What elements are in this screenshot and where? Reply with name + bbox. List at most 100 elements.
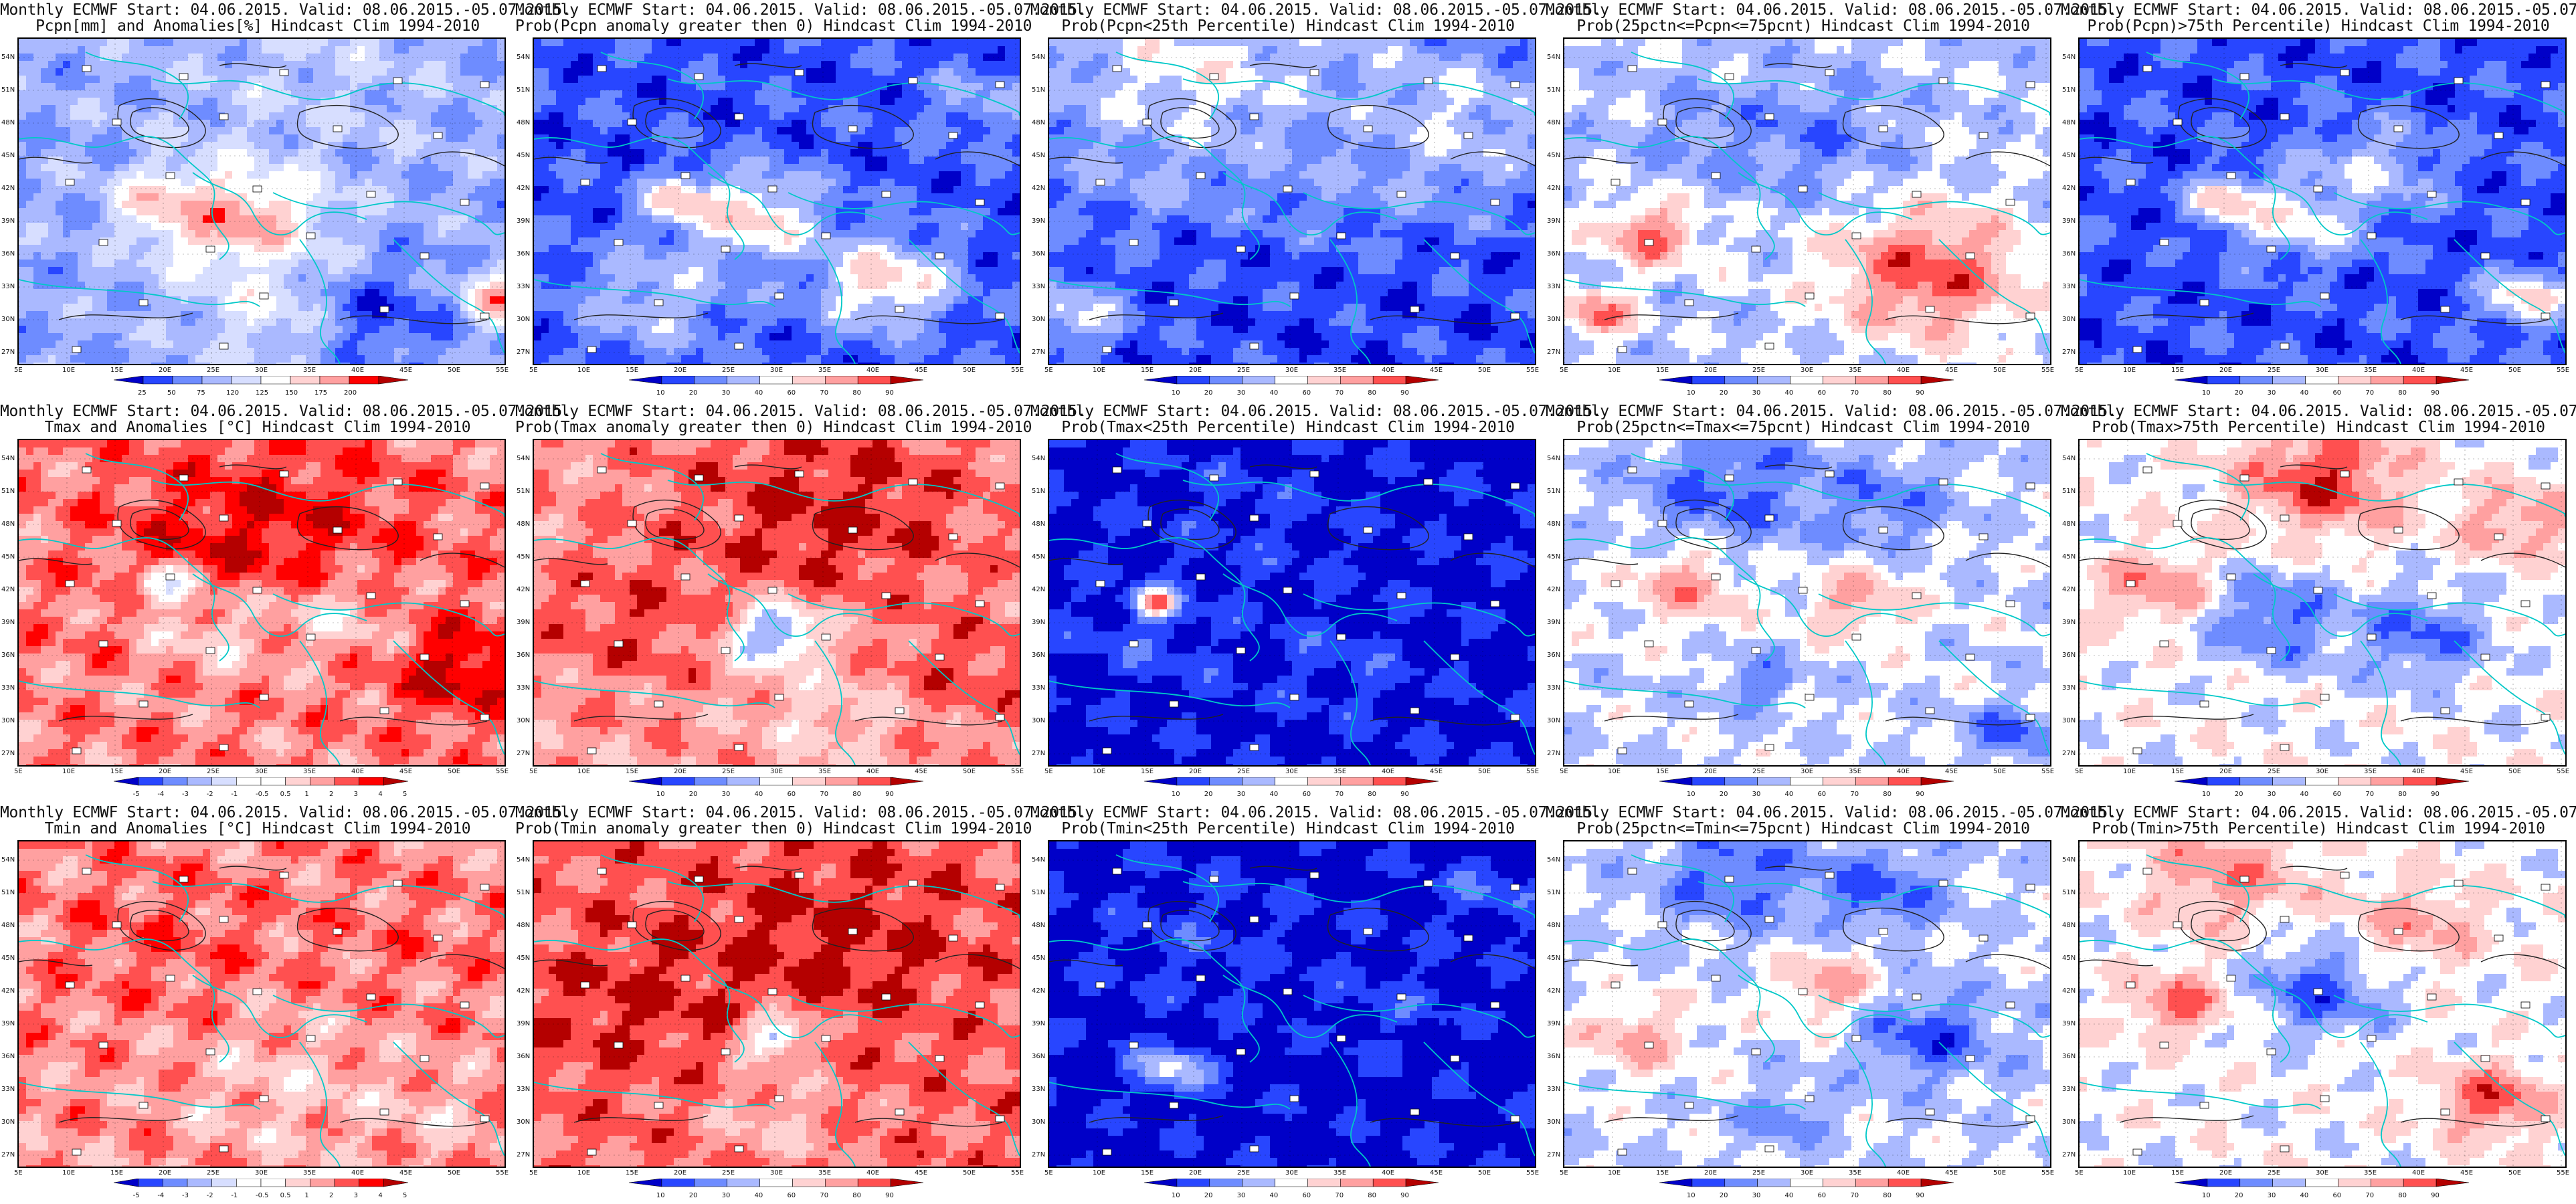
lon-label: 30E <box>1285 768 1298 775</box>
lon-label: 35E <box>1333 768 1346 775</box>
map-area <box>1563 37 2051 365</box>
map-panel-tmax-prob-gt0: Monthly ECMWF Start: 04.06.2015. Valid: … <box>515 401 1087 803</box>
colorbar-label: 60 <box>1817 389 1826 397</box>
lon-label: 25E <box>1752 768 1765 775</box>
colorbar-label: 30 <box>722 389 731 397</box>
lat-label: 36N <box>2062 250 2076 258</box>
panel-title-line2: Prob(Tmin anomaly greater then 0) Hindca… <box>515 820 1032 837</box>
lat-label: 45N <box>1 553 15 561</box>
lat-label: 30N <box>2062 717 2076 724</box>
colorbar-label: 70 <box>820 791 828 798</box>
colorbar-label: 90 <box>885 791 894 798</box>
map-field <box>534 39 1020 364</box>
map-panel-tmin-prob-lt25: Monthly ECMWF Start: 04.06.2015. Valid: … <box>1030 803 1602 1204</box>
colorbar-swatches <box>1659 376 1954 385</box>
colorbar-label: 20 <box>689 389 698 397</box>
colorbar-label: 60 <box>1817 791 1826 798</box>
lon-label: 25E <box>207 1169 219 1177</box>
map-panel-pcpn-anom: Monthly ECMWF Start: 04.06.2015. Valid: … <box>0 0 571 401</box>
lat-label: 30N <box>1032 717 1045 724</box>
lon-label: 10E <box>577 768 590 775</box>
lat-label: 33N <box>2062 684 2076 692</box>
lat-label: 51N <box>1032 86 1045 94</box>
colorbar-label: -5 <box>133 791 140 798</box>
colorbar-label: 60 <box>1302 791 1311 798</box>
colorbar-label: 1 <box>304 791 308 798</box>
panel-title-line1: Monthly ECMWF Start: 04.06.2015. Valid: … <box>2061 1 2576 19</box>
panel-title-line2: Prob(Tmax anomaly greater then 0) Hindca… <box>515 419 1032 436</box>
panel-title-line2: Prob(Tmin<25th Percentile) Hindcast Clim… <box>1030 820 1546 837</box>
colorbar-label: 30 <box>2268 791 2276 798</box>
colorbar-label: 70 <box>2365 1192 2374 1199</box>
colorbar: 10 20 30 40 60 70 80 90 <box>619 1179 933 1203</box>
colorbar-label: 2 <box>329 1192 333 1199</box>
lat-label: 51N <box>2062 488 2076 495</box>
lat-label: 48N <box>1032 520 1045 528</box>
lon-label: 50E <box>963 1169 976 1177</box>
lat-label: 27N <box>1547 750 1560 757</box>
colorbar: 25 50 75 120 125 150 175 200 <box>104 376 418 400</box>
lat-label: 54N <box>1032 54 1045 61</box>
lon-label: 35E <box>818 768 831 775</box>
lat-label: 42N <box>517 987 530 995</box>
colorbar-label: 30 <box>2268 1192 2276 1199</box>
lat-label: 30N <box>1547 316 1560 323</box>
colorbar-swatches <box>1659 1179 1954 1187</box>
colorbar-swatches <box>1143 1179 1439 1187</box>
lon-label: 20E <box>674 768 686 775</box>
lat-label: 45N <box>1032 955 1045 962</box>
lat-label: 36N <box>517 1053 530 1060</box>
colorbar-label: 90 <box>2431 389 2440 397</box>
colorbar-label: 90 <box>1916 791 1924 798</box>
colorbar-label: 90 <box>1916 1192 1924 1199</box>
colorbar-label: 70 <box>1335 791 1344 798</box>
colorbar-label: 20 <box>2235 1192 2243 1199</box>
colorbar-label: 25 <box>138 389 147 397</box>
lat-label: 48N <box>1547 520 1560 528</box>
colorbar-label: 80 <box>852 389 861 397</box>
lon-label: 40E <box>351 1169 364 1177</box>
lat-label: 30N <box>517 717 530 724</box>
lat-label: 54N <box>1547 455 1560 462</box>
lon-label: 55E <box>1526 768 1539 775</box>
colorbar-label: 80 <box>1883 791 1892 798</box>
lon-label: 5E <box>2075 768 2084 775</box>
lat-label: 45N <box>2062 955 2076 962</box>
lon-label: 10E <box>2123 367 2136 374</box>
lat-label: 45N <box>1032 553 1045 561</box>
lat-label: 45N <box>517 955 530 962</box>
colorbar-label: 80 <box>852 1192 861 1199</box>
colorbar-label: 70 <box>1335 389 1344 397</box>
colorbar-label: -1 <box>231 791 238 798</box>
lon-label: 25E <box>722 768 735 775</box>
colorbar-label: 10 <box>656 791 665 798</box>
lat-label: 45N <box>1 955 15 962</box>
map-field <box>1049 841 1535 1167</box>
lon-label: 40E <box>2412 1169 2425 1177</box>
colorbar: 10 20 30 40 60 70 80 90 <box>1649 376 1964 400</box>
lat-label: 30N <box>1 1118 15 1126</box>
lon-label: 55E <box>1011 367 1024 374</box>
lon-label: 40E <box>2412 768 2425 775</box>
lat-label: 39N <box>2062 1020 2076 1027</box>
lat-label: 30N <box>517 316 530 323</box>
lat-label: 51N <box>2062 889 2076 896</box>
map-panel-pcpn-prob-gt0: Monthly ECMWF Start: 04.06.2015. Valid: … <box>515 0 1087 401</box>
lat-label: 54N <box>517 54 530 61</box>
lon-label: 35E <box>1333 367 1346 374</box>
lon-label: 55E <box>2041 1169 2054 1177</box>
lat-label: 27N <box>517 750 530 757</box>
lat-label: 27N <box>1032 750 1045 757</box>
lat-label: 39N <box>1032 619 1045 626</box>
lon-label: 50E <box>1478 768 1491 775</box>
colorbar-label: 40 <box>755 389 763 397</box>
colorbar-label: 40 <box>1270 791 1279 798</box>
colorbar-label: 60 <box>787 389 796 397</box>
map-area <box>17 439 506 767</box>
lat-label: 48N <box>1 922 15 929</box>
lon-label: 35E <box>303 367 316 374</box>
colorbar-label: 30 <box>1237 791 1246 798</box>
lon-label: 50E <box>2508 1169 2521 1177</box>
lat-label: 48N <box>2062 119 2076 126</box>
